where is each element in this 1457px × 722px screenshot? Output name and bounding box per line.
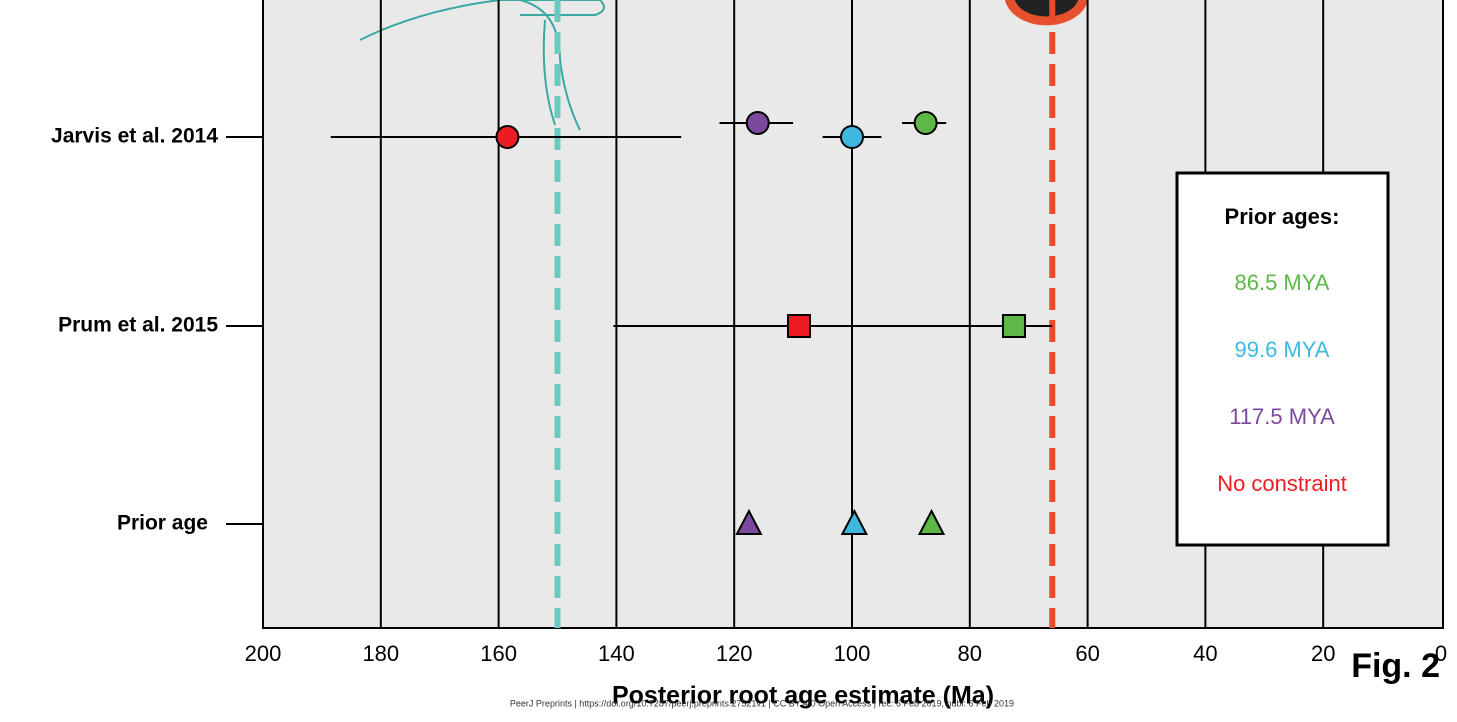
category-label: Prum et al. 2015	[58, 314, 218, 337]
legend-entry: No constraint	[1217, 471, 1347, 496]
footer: PeerJ Preprints | https://doi.org/10.728…	[510, 698, 1014, 708]
point	[841, 126, 863, 148]
x-tick-label: 100	[834, 641, 871, 666]
x-tick-label: 160	[480, 641, 517, 666]
x-tick-label: 80	[958, 641, 982, 666]
x-tick-label: 200	[245, 641, 282, 666]
x-tick-label: 40	[1193, 641, 1217, 666]
x-tick-label: 140	[598, 641, 635, 666]
x-tick-label: 20	[1311, 641, 1335, 666]
figure-label: Fig. 2	[1351, 647, 1440, 685]
point	[788, 315, 810, 337]
point	[915, 112, 937, 134]
point	[1003, 315, 1025, 337]
legend-entry: 117.5 MYA	[1229, 404, 1335, 429]
legend-entry: 99.6 MYA	[1235, 337, 1330, 362]
chart: Fig. 2 200180160140120100806040200Jarvis…	[0, 0, 1457, 717]
x-tick-label: 180	[362, 641, 399, 666]
legend-entry: 86.5 MYA	[1235, 270, 1330, 295]
x-tick-label: 60	[1075, 641, 1099, 666]
point	[496, 126, 518, 148]
category-label: Jarvis et al. 2014	[51, 125, 218, 148]
x-tick-label: 120	[716, 641, 753, 666]
legend-title: Prior ages:	[1225, 204, 1340, 229]
point	[747, 112, 769, 134]
category-label: Prior age	[117, 512, 208, 535]
x-tick-label: 0	[1435, 641, 1447, 666]
